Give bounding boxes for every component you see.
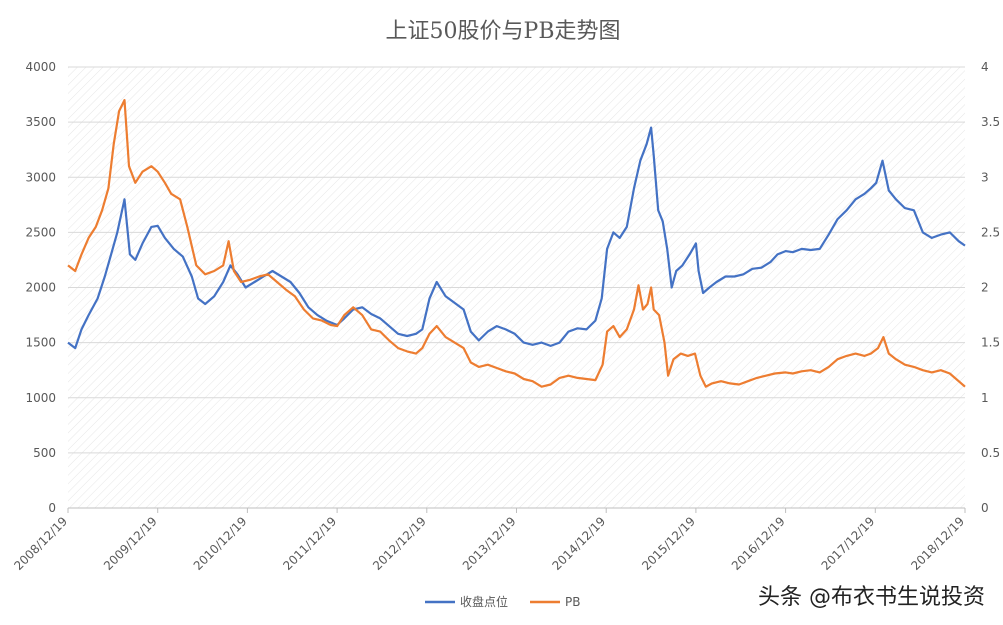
series-line-pb (67, 99, 966, 388)
y-right-tick-label: 0.5 (981, 446, 1000, 460)
y-left-tick-label: 2500 (25, 225, 56, 239)
y-left-tick-label: 1500 (25, 336, 56, 350)
x-tick-label: 2016/12/19 (729, 514, 788, 573)
y-axis-left: 0 500 1000 1500 2000 2500 3000 3500 4000 (25, 60, 56, 515)
y-right-tick-label: 2 (981, 281, 989, 295)
y-left-tick-label: 3500 (25, 115, 56, 129)
y-right-tick-label: 3.5 (981, 115, 1000, 129)
x-tick-label: 2010/12/19 (191, 514, 250, 573)
y-axis-right: 0 0.5 1 1.5 2 2.5 3 3.5 4 (981, 60, 1000, 515)
y-left-tick-label: 500 (33, 446, 56, 460)
y-left-tick-label: 0 (48, 501, 56, 515)
x-tick-label: 2009/12/19 (101, 514, 160, 573)
y-right-tick-label: 3 (981, 170, 989, 184)
legend: 收盘点位 PB (425, 594, 580, 609)
x-tick-label: 2015/12/19 (639, 514, 698, 573)
chart-title: 上证50股价与PB走势图 (386, 19, 621, 44)
x-tick-label: 2012/12/19 (370, 514, 429, 573)
series-group (67, 99, 966, 388)
x-tick-label: 2008/12/19 (11, 514, 70, 573)
watermark-text: 头条 @布衣书生说投资 (758, 585, 985, 610)
x-tick-label: 2018/12/19 (908, 514, 967, 573)
y-left-tick-label: 2000 (25, 281, 56, 295)
gridlines (68, 66, 965, 454)
y-right-tick-label: 0 (981, 501, 989, 515)
x-axis: 2008/12/19 2009/12/19 2010/12/19 2011/12/19… (11, 507, 967, 573)
x-tick-label: 2014/12/19 (550, 514, 609, 573)
y-right-tick-label: 1.5 (981, 336, 1000, 350)
y-right-tick-label: 4 (981, 60, 989, 74)
x-tick-label: 2011/12/19 (280, 514, 339, 573)
legend-label: 收盘点位 (460, 594, 508, 609)
y-left-tick-label: 4000 (25, 60, 56, 74)
y-left-tick-label: 3000 (25, 170, 56, 184)
x-tick-label: 2013/12/19 (460, 514, 519, 573)
y-right-tick-label: 2.5 (981, 225, 1000, 239)
y-right-tick-label: 1 (981, 391, 989, 405)
legend-label: PB (565, 595, 580, 609)
x-tick-label: 2017/12/19 (819, 514, 878, 573)
y-left-tick-label: 1000 (25, 391, 56, 405)
series-line-close (67, 126, 966, 350)
